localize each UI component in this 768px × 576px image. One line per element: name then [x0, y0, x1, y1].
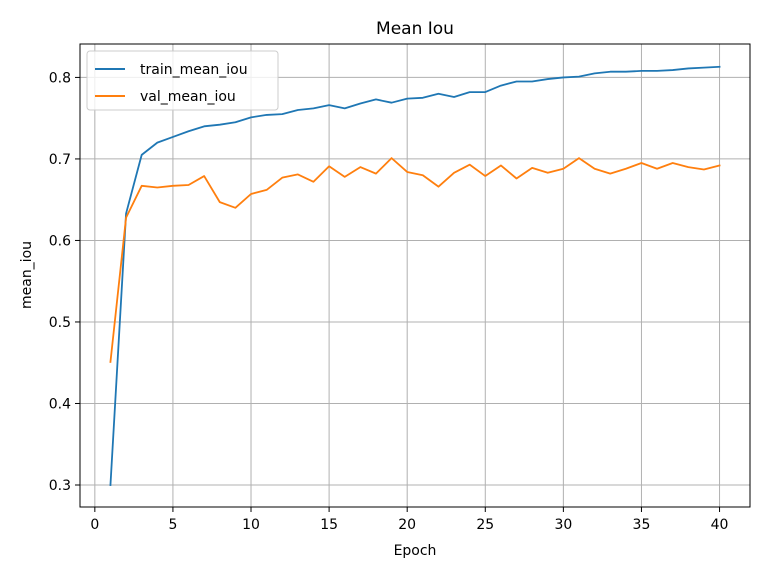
x-tick-label: 15	[320, 517, 338, 533]
x-tick-label: 10	[242, 517, 260, 533]
series-line-val-mean-iou	[109, 157, 721, 363]
legend-entry-label: train_mean_iou	[140, 62, 248, 78]
y-tick-label: 0.5	[49, 315, 71, 331]
y-axis-label: mean_iou	[19, 241, 35, 309]
y-tick-label: 0.3	[49, 478, 71, 494]
legend: train_mean_iou val_mean_iou	[86, 50, 279, 111]
x-tick-label: 25	[476, 517, 494, 533]
x-tick-label: 40	[711, 517, 729, 533]
x-tick-label: 35	[633, 517, 651, 533]
series-layer	[109, 65, 721, 486]
x-tick-label: 20	[398, 517, 416, 533]
y-tick-label: 0.7	[49, 152, 71, 168]
x-axis: 0 5 10 15 20 25 30 35 40	[90, 507, 728, 533]
y-axis: 0.3 0.4 0.5 0.6 0.7 0.8	[49, 70, 80, 494]
chart-title: Mean Iou	[376, 19, 454, 39]
x-tick-label: 0	[90, 517, 99, 533]
plot-area	[80, 44, 750, 507]
plot-frame	[79, 43, 751, 508]
legend-box	[86, 50, 279, 111]
grid	[80, 44, 750, 507]
series-line-train-mean-iou	[109, 65, 721, 486]
x-axis-label: Epoch	[394, 543, 437, 559]
x-tick-label: 30	[554, 517, 572, 533]
legend-entry-label: val_mean_iou	[140, 89, 236, 105]
y-tick-label: 0.8	[49, 70, 71, 86]
y-tick-label: 0.4	[49, 396, 71, 412]
x-tick-label: 5	[168, 517, 177, 533]
y-tick-label: 0.6	[49, 233, 71, 249]
